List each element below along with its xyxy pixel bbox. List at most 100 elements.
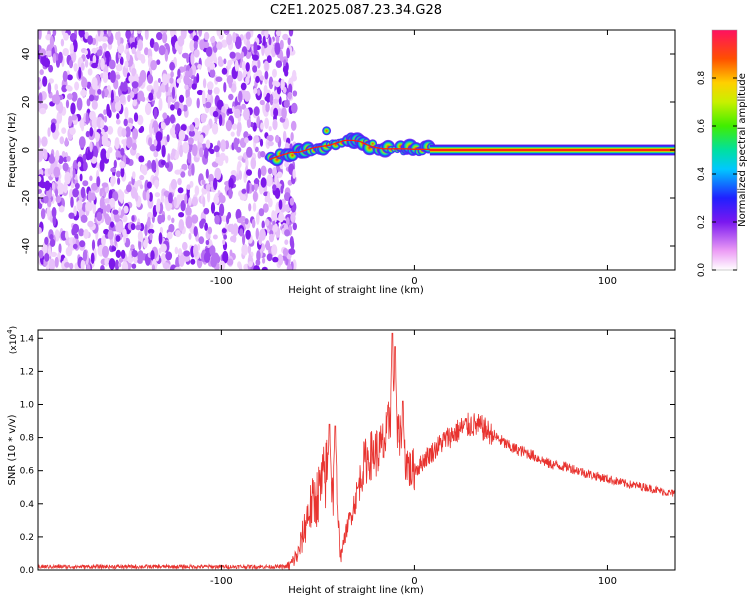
noise-speckle (118, 262, 122, 268)
noise-speckle (101, 128, 105, 136)
noise-speckle (70, 196, 74, 208)
noise-speckle (149, 38, 155, 49)
noise-speckle (279, 39, 284, 50)
noise-speckle (204, 58, 211, 68)
noise-speckle (278, 199, 283, 210)
noise-speckle (261, 45, 265, 56)
noise-speckle (246, 181, 250, 194)
noise-speckle (63, 181, 68, 194)
noise-speckle (82, 249, 88, 262)
noise-speckle (60, 38, 65, 47)
x-tick-label: 0 (411, 276, 417, 287)
noise-speckle (121, 128, 127, 138)
noise-speckle (153, 150, 159, 158)
noise-speckle (112, 209, 119, 215)
noise-speckle (115, 249, 122, 258)
noise-speckle (53, 94, 61, 105)
noise-speckle (224, 103, 229, 110)
noise-speckle (210, 202, 216, 214)
noise-speckle (184, 84, 189, 90)
noise-speckle (213, 177, 218, 190)
noise-speckle (51, 182, 56, 191)
noise-speckle (173, 101, 180, 110)
noise-speckle (213, 195, 220, 205)
noise-speckle (275, 35, 280, 43)
noise-speckle (243, 107, 250, 121)
noise-speckle (39, 181, 47, 189)
noise-speckle (54, 83, 58, 91)
noise-speckle (234, 108, 241, 119)
noise-speckle (102, 71, 109, 84)
noise-speckle (76, 200, 83, 210)
noise-speckle (245, 31, 251, 40)
noise-speckle (103, 109, 107, 115)
noise-speckle (99, 188, 103, 197)
noise-speckle (263, 84, 268, 95)
noise-speckle (223, 30, 229, 34)
noise-speckle (205, 46, 213, 57)
noise-speckle (236, 129, 241, 137)
noise-speckle (257, 89, 261, 96)
noise-speckle (69, 43, 74, 54)
noise-speckle (158, 232, 163, 245)
noise-speckle (137, 39, 144, 52)
noise-speckle (174, 126, 179, 135)
y-tick-label: 0.6 (20, 467, 35, 477)
noise-speckle (232, 31, 237, 44)
noise-speckle (272, 166, 277, 176)
noise-speckle (106, 53, 110, 67)
noise-speckle (218, 114, 223, 127)
noise-speckle (64, 171, 71, 185)
noise-speckle (264, 117, 269, 130)
noise-speckle (79, 240, 86, 248)
noise-speckle (144, 47, 149, 56)
noise-speckle (178, 94, 185, 103)
noise-speckle (102, 43, 108, 49)
noise-speckle (211, 123, 219, 135)
noise-speckle (72, 168, 76, 178)
noise-speckle (69, 262, 74, 270)
noise-speckle (274, 81, 281, 88)
noise-speckle (264, 60, 269, 72)
snr-line (38, 332, 675, 570)
noise-speckle (86, 263, 91, 270)
noise-speckle (257, 167, 262, 179)
noise-speckle (280, 185, 284, 194)
noise-speckle (252, 190, 258, 202)
noise-speckle (219, 152, 226, 162)
noise-speckle (258, 208, 265, 217)
noise-speckle (62, 48, 69, 56)
noise-speckle (171, 86, 176, 99)
noise-speckle (116, 113, 120, 120)
noise-speckle (285, 217, 290, 225)
noise-speckle (162, 262, 170, 270)
noise-speckle (247, 135, 253, 141)
noise-speckle (282, 247, 289, 257)
noise-speckle (168, 223, 175, 233)
noise-speckle (238, 170, 242, 181)
noise-speckle (249, 107, 253, 115)
y-tick-label: 0.4 (20, 500, 35, 510)
noise-speckle (38, 227, 42, 234)
noise-speckle (110, 167, 117, 173)
noise-speckle (236, 70, 243, 82)
figure-title: C2E1.2025.087.23.34.G28 (270, 3, 442, 18)
noise-speckle (72, 39, 78, 53)
noise-speckle (251, 184, 255, 192)
noise-speckle (132, 171, 136, 180)
noise-speckle (130, 223, 136, 231)
noise-speckle (161, 144, 166, 158)
noise-speckle (103, 228, 110, 235)
noise-speckle (174, 266, 182, 270)
noise-speckle (131, 263, 137, 269)
noise-speckle (47, 127, 51, 138)
noise-speckle (85, 201, 92, 212)
noise-speckle (221, 39, 228, 48)
noise-speckle (177, 194, 185, 202)
noise-speckle (147, 216, 151, 228)
noise-speckle (262, 203, 269, 213)
noise-speckle (146, 190, 150, 202)
noise-speckle (38, 188, 42, 194)
noise-speckle (185, 96, 192, 107)
noise-speckle (38, 44, 42, 51)
